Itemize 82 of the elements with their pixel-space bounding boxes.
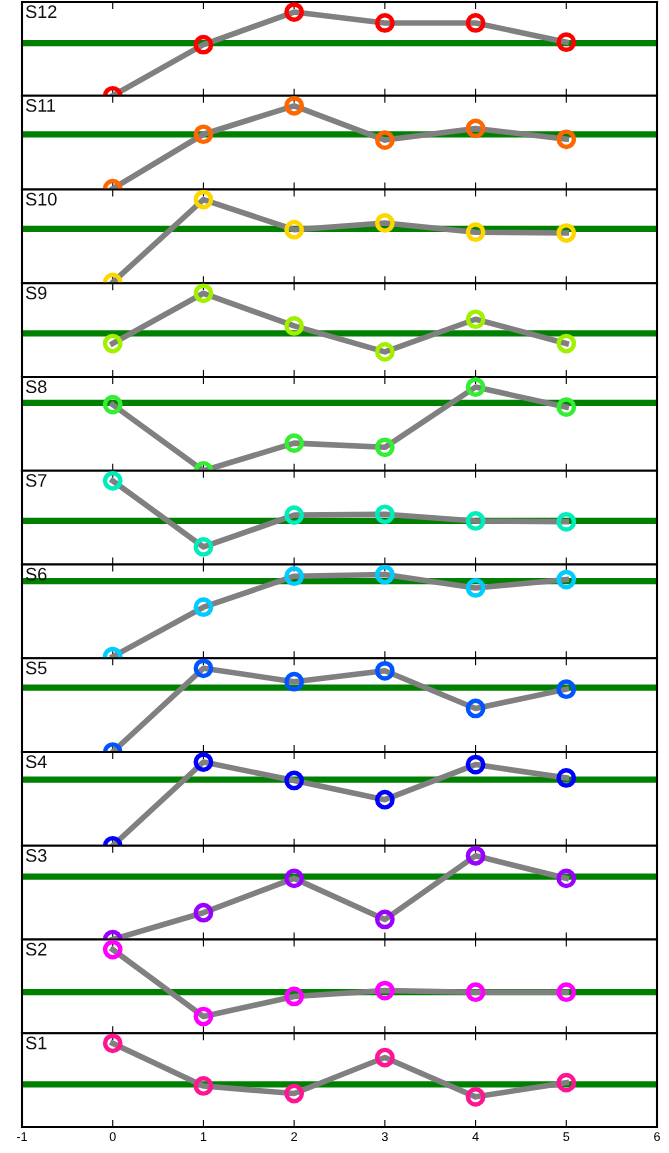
- point: [375, 789, 395, 810]
- point: [465, 222, 486, 243]
- point: [375, 130, 395, 150]
- point: [284, 433, 304, 453]
- text: S6: [26, 567, 47, 581]
- point: [193, 34, 214, 55]
- point: [465, 1087, 486, 1107]
- text: S1: [26, 1036, 47, 1050]
- point: [375, 1047, 395, 1068]
- point: [465, 982, 486, 1003]
- point: [193, 752, 214, 772]
- x-tick-label: 5: [563, 1132, 570, 1142]
- text: S10: [26, 192, 57, 206]
- text: S5: [26, 661, 47, 675]
- text: S9: [26, 286, 47, 300]
- point: [375, 13, 395, 33]
- point: [284, 770, 304, 791]
- point: [556, 868, 577, 889]
- point: [284, 1083, 304, 1104]
- point: [556, 982, 577, 1003]
- point: [193, 658, 214, 679]
- point: [375, 437, 395, 458]
- point: [465, 578, 486, 598]
- point: [465, 845, 486, 866]
- x-tick-label: -1: [17, 1132, 27, 1141]
- point: [465, 377, 486, 397]
- point: [556, 679, 577, 700]
- point: [193, 1006, 214, 1027]
- point: [193, 597, 214, 618]
- point: [375, 504, 395, 525]
- x-tick-label: 6: [654, 1132, 660, 1142]
- point: [284, 2, 304, 22]
- point: [102, 1033, 123, 1054]
- point: [556, 32, 577, 53]
- point: [556, 397, 577, 417]
- point: [556, 768, 577, 788]
- point: [102, 394, 123, 415]
- point: [556, 129, 577, 150]
- x-tick-label: 3: [381, 1132, 388, 1142]
- text: S8: [26, 380, 47, 394]
- text: S3: [26, 849, 47, 862]
- point: [284, 219, 304, 240]
- point: [375, 213, 395, 233]
- point: [193, 189, 214, 210]
- x-tick-label: 2: [291, 1132, 297, 1141]
- x-tick-label: 4: [472, 1132, 479, 1141]
- point: [375, 660, 395, 681]
- text: S7: [26, 474, 47, 487]
- text: S12: [26, 5, 57, 19]
- point: [193, 1076, 214, 1096]
- text: S11: [26, 99, 56, 112]
- point: [465, 13, 486, 33]
- point: [556, 511, 577, 532]
- point: [556, 333, 577, 354]
- x-tick-label: 1: [200, 1132, 207, 1141]
- point: [465, 309, 486, 330]
- text: S2: [26, 942, 47, 956]
- point: [556, 223, 577, 243]
- point: [102, 333, 123, 354]
- point: [556, 569, 577, 590]
- point: [102, 939, 123, 960]
- point: [193, 124, 214, 145]
- point: [193, 902, 214, 923]
- point: [375, 909, 395, 930]
- point: [284, 505, 304, 525]
- point: [375, 980, 395, 1001]
- point: [284, 671, 304, 692]
- point: [284, 868, 304, 889]
- point: [465, 118, 486, 139]
- point: [375, 564, 395, 585]
- x-tick-label: 0: [109, 1132, 116, 1142]
- point: [193, 283, 214, 304]
- point: [193, 537, 214, 557]
- point: [284, 316, 304, 336]
- point: [465, 511, 486, 531]
- point: [556, 1072, 577, 1093]
- point: [465, 754, 486, 775]
- point: [284, 566, 304, 587]
- point: [375, 342, 395, 362]
- text: S4: [26, 755, 47, 769]
- point: [102, 470, 123, 491]
- point: [284, 986, 304, 1007]
